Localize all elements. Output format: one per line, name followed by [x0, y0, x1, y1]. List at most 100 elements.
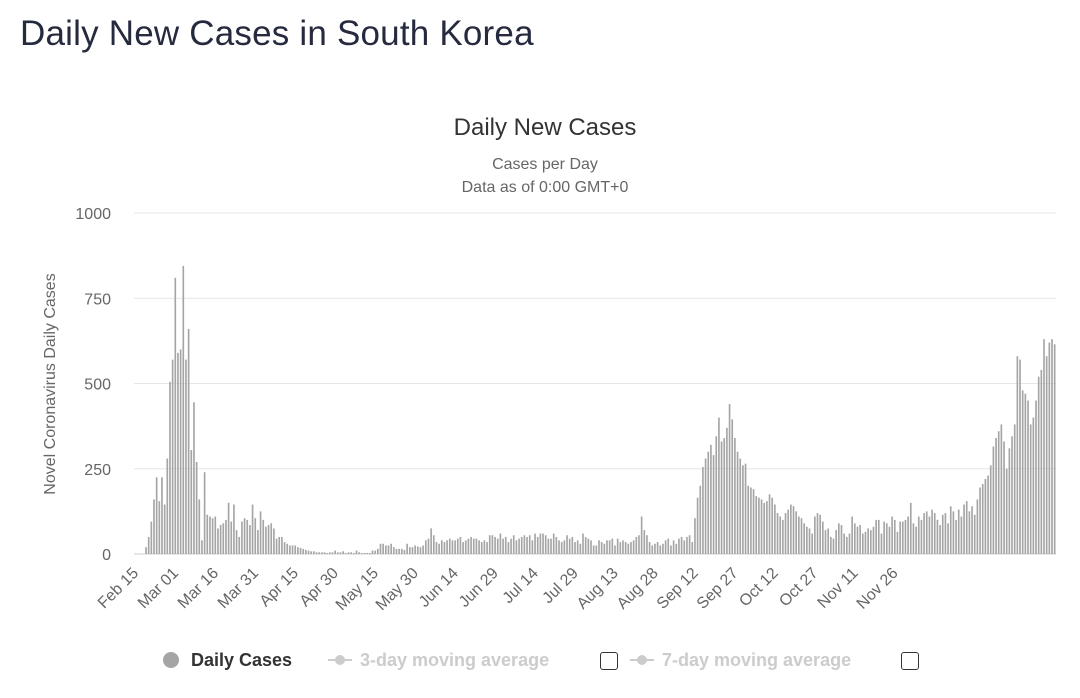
- chart-title: Daily New Cases: [454, 114, 637, 141]
- y-tick-label: 250: [84, 462, 111, 479]
- bar: [387, 545, 390, 554]
- bar: [776, 513, 779, 554]
- bar: [427, 538, 430, 554]
- bar: [270, 523, 273, 554]
- bar: [251, 504, 254, 554]
- bar: [630, 542, 632, 554]
- bar: [590, 540, 592, 554]
- bar: [960, 516, 963, 554]
- y-axis-label: Novel Coronavirus Daily Cases: [42, 273, 59, 494]
- bar: [731, 419, 734, 554]
- bar: [329, 552, 331, 554]
- bar: [1029, 424, 1032, 554]
- bar: [616, 538, 619, 554]
- bar: [390, 543, 392, 554]
- bar: [694, 518, 696, 554]
- bar: [187, 328, 190, 554]
- bar: [193, 402, 195, 554]
- x-tick-label: May 15: [333, 565, 382, 614]
- bar: [688, 535, 691, 554]
- bar: [816, 513, 819, 554]
- bars: [145, 265, 1056, 554]
- bar: [563, 540, 566, 554]
- bar: [624, 542, 627, 554]
- legend-daily-cases[interactable]: Daily Cases: [163, 644, 292, 676]
- bar: [595, 545, 598, 554]
- bar: [672, 540, 675, 554]
- bar: [331, 552, 334, 554]
- bar: [342, 551, 345, 554]
- bar: [203, 472, 206, 554]
- bar: [440, 540, 443, 554]
- bar: [150, 521, 153, 554]
- bar: [379, 543, 382, 554]
- bar: [361, 552, 363, 554]
- bar: [1013, 424, 1016, 554]
- bar: [715, 436, 718, 554]
- bar: [654, 543, 656, 554]
- bar: [827, 528, 829, 554]
- bar: [643, 530, 646, 554]
- y-tick-label: 0: [102, 547, 111, 564]
- bar: [1008, 448, 1011, 554]
- bar: [163, 504, 166, 554]
- bar: [920, 519, 923, 554]
- bar: [811, 533, 814, 554]
- legend-3day-average[interactable]: 3-day moving average: [328, 644, 549, 676]
- bar: [438, 543, 440, 554]
- bar: [864, 531, 867, 554]
- bar: [598, 540, 600, 554]
- bar: [291, 545, 294, 554]
- bar: [1016, 356, 1019, 554]
- x-tick-label: Apr 15: [257, 565, 302, 610]
- bar: [774, 504, 776, 554]
- bar: [587, 538, 590, 554]
- bar: [225, 519, 227, 554]
- bar: [227, 502, 230, 554]
- bar: [739, 458, 742, 554]
- bar: [989, 465, 992, 554]
- legend-3day-average-label: 3-day moving average: [360, 649, 550, 670]
- bar: [400, 548, 403, 554]
- bar: [337, 552, 339, 554]
- bar: [648, 542, 651, 554]
- bar: [707, 451, 710, 554]
- bar: [464, 540, 467, 554]
- bar: [206, 514, 209, 554]
- bar: [800, 518, 803, 554]
- bar: [973, 514, 976, 554]
- bar: [374, 550, 376, 554]
- bar: [302, 548, 305, 554]
- bar: [750, 487, 752, 554]
- bar: [467, 538, 470, 554]
- bar: [414, 545, 416, 554]
- bar: [315, 552, 318, 554]
- bar: [837, 523, 840, 554]
- bar: [843, 533, 845, 554]
- bar: [768, 494, 771, 554]
- bar: [307, 550, 310, 554]
- bar: [656, 542, 659, 554]
- bar: [283, 542, 286, 554]
- bar: [640, 516, 643, 554]
- x-tick-label: Aug 28: [614, 565, 662, 613]
- bar: [814, 516, 816, 554]
- checkbox-3day-average[interactable]: [600, 652, 618, 670]
- bar: [478, 540, 480, 554]
- bar: [571, 536, 574, 554]
- bar: [472, 538, 475, 554]
- bar: [872, 526, 875, 554]
- line-marker-icon: [328, 652, 352, 668]
- bar: [369, 552, 371, 554]
- bar: [931, 509, 933, 554]
- bar: [659, 545, 662, 554]
- bar: [1045, 356, 1048, 554]
- bar: [909, 502, 912, 554]
- bar: [952, 511, 955, 554]
- bar: [451, 540, 454, 554]
- checkbox-7day-average[interactable]: [901, 652, 919, 670]
- bar: [281, 536, 283, 554]
- bar: [235, 530, 238, 554]
- legend-7day-average[interactable]: 7-day moving average: [630, 644, 851, 676]
